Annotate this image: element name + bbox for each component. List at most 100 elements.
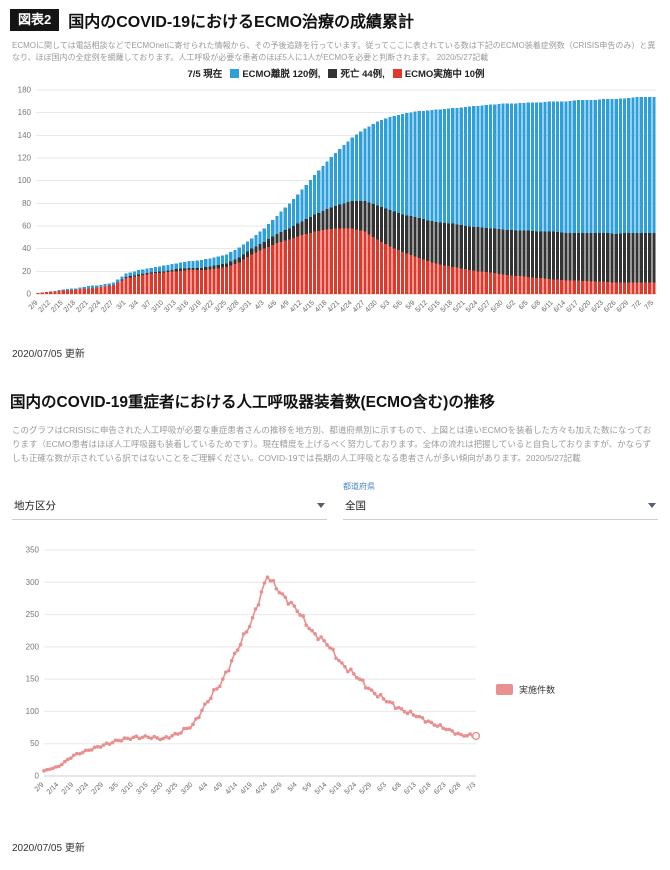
prefecture-select[interactable]: 全国 [343,495,658,520]
legend-item-weaned: ECMO離脱 120例, [230,66,320,80]
svg-text:4/24: 4/24 [339,300,354,315]
svg-text:0: 0 [27,290,32,299]
svg-text:3/10: 3/10 [120,782,135,797]
svg-text:2/9: 2/9 [34,782,46,794]
svg-text:7/3: 7/3 [466,782,478,794]
prefecture-select-group: 都道府県 全国 [343,481,658,520]
region-select-value: 地方区分 [14,498,56,513]
svg-text:4/9: 4/9 [212,782,224,794]
svg-text:80: 80 [22,199,31,208]
svg-text:4/18: 4/18 [314,300,329,315]
svg-text:100: 100 [18,176,32,185]
svg-text:3/25: 3/25 [213,300,228,315]
svg-text:3/13: 3/13 [163,300,178,315]
svg-text:300: 300 [26,578,40,587]
svg-text:0: 0 [35,772,40,781]
chevron-down-icon [648,503,656,508]
chart1-description: ECMOに関しては電話相談などでECMOnetに寄せられた情報から、その予後追跡… [12,40,660,63]
chart2-description: このグラフはCRISISに申告された人工呼吸が必要な重症患者さんの推移を地方別、… [12,424,658,465]
svg-text:6/5: 6/5 [518,300,530,312]
svg-text:5/9: 5/9 [302,782,314,794]
legend-item-deaths: 死亡 44例, [328,66,384,80]
svg-text:6/11: 6/11 [541,300,555,314]
svg-text:5/3: 5/3 [380,300,392,312]
svg-text:6/26: 6/26 [603,300,618,315]
legend-date-prefix: 7/5 現在 [187,66,222,80]
deaths-swatch [328,69,337,78]
svg-text:250: 250 [26,611,40,620]
svg-text:20: 20 [22,267,31,276]
svg-text:4/24: 4/24 [254,782,269,797]
svg-text:3/25: 3/25 [165,782,180,797]
svg-text:4/14: 4/14 [224,782,239,797]
svg-text:6/23: 6/23 [433,782,448,797]
svg-text:4/30: 4/30 [364,300,379,315]
active-swatch [393,69,402,78]
svg-text:2/14: 2/14 [46,782,61,797]
svg-text:140: 140 [18,131,32,140]
svg-text:5/21: 5/21 [452,300,467,315]
legend-item-weaned-label: ECMO離脱 120例, [242,66,320,80]
svg-text:200: 200 [26,643,40,652]
svg-text:3/16: 3/16 [176,300,191,315]
svg-text:6/14: 6/14 [553,300,568,315]
svg-text:2/15: 2/15 [50,300,65,315]
svg-text:5/29: 5/29 [359,782,374,797]
svg-text:4/29: 4/29 [269,782,284,797]
svg-text:2/19: 2/19 [61,782,76,797]
svg-text:5/12: 5/12 [415,300,430,315]
svg-text:350: 350 [26,546,40,555]
chart2-legend: 実施件数 [496,683,555,696]
svg-text:2/18: 2/18 [63,300,78,315]
svg-text:6/13: 6/13 [403,782,418,797]
svg-text:6/18: 6/18 [418,782,433,797]
svg-text:100: 100 [26,707,40,716]
update-date-2: 2020/07/05 更新 [12,839,662,854]
svg-text:3/30: 3/30 [180,782,195,797]
svg-text:4/12: 4/12 [289,300,304,315]
svg-text:2/27: 2/27 [100,300,115,315]
svg-text:180: 180 [18,86,32,95]
svg-text:6/17: 6/17 [565,300,580,315]
chart1-title: 国内のCOVID-19におけるECMO治療の成績累計 [68,8,414,32]
svg-text:60: 60 [22,222,31,231]
svg-text:3/20: 3/20 [150,782,165,797]
svg-text:160: 160 [18,108,32,117]
series-swatch [496,684,513,695]
chart1-legend: 7/5 現在 ECMO離脱 120例, 死亡 44例, ECMO実施中 10例 [10,66,662,80]
svg-text:6/2: 6/2 [505,300,517,312]
svg-text:7/2: 7/2 [631,300,643,312]
svg-text:3/22: 3/22 [201,300,216,315]
svg-text:40: 40 [22,244,31,253]
region-select[interactable]: 地方区分 [12,495,327,520]
svg-text:2/21: 2/21 [75,300,90,315]
svg-text:6/3: 6/3 [376,782,388,794]
svg-text:6/28: 6/28 [448,782,463,797]
svg-text:50: 50 [30,740,39,749]
svg-text:4/19: 4/19 [239,782,254,797]
svg-text:3/31: 3/31 [239,300,254,315]
prefecture-select-value: 全国 [345,498,366,513]
chart2-title: 国内のCOVID-19重症者における人工呼吸器装着数(ECMO含む)の推移 [10,390,662,412]
svg-text:5/6: 5/6 [392,300,404,312]
svg-text:150: 150 [26,675,40,684]
svg-text:5/19: 5/19 [329,782,344,797]
svg-text:6/23: 6/23 [590,300,605,315]
svg-text:4/4: 4/4 [197,782,209,794]
svg-text:6/20: 6/20 [578,300,593,315]
weaned-swatch [230,69,239,78]
update-date-1: 2020/07/05 更新 [12,345,662,360]
legend-item-active-label: ECMO実施中 10例 [405,66,485,80]
svg-text:5/27: 5/27 [477,300,492,315]
svg-text:5/18: 5/18 [440,300,455,315]
svg-text:3/28: 3/28 [226,300,241,315]
svg-text:3/10: 3/10 [151,300,166,315]
svg-text:120: 120 [18,154,32,163]
svg-text:3/4: 3/4 [128,300,140,312]
legend-item-active: ECMO実施中 10例 [393,66,485,80]
svg-text:6/8: 6/8 [391,782,403,794]
region-select-group: 地方区分 [12,495,327,520]
